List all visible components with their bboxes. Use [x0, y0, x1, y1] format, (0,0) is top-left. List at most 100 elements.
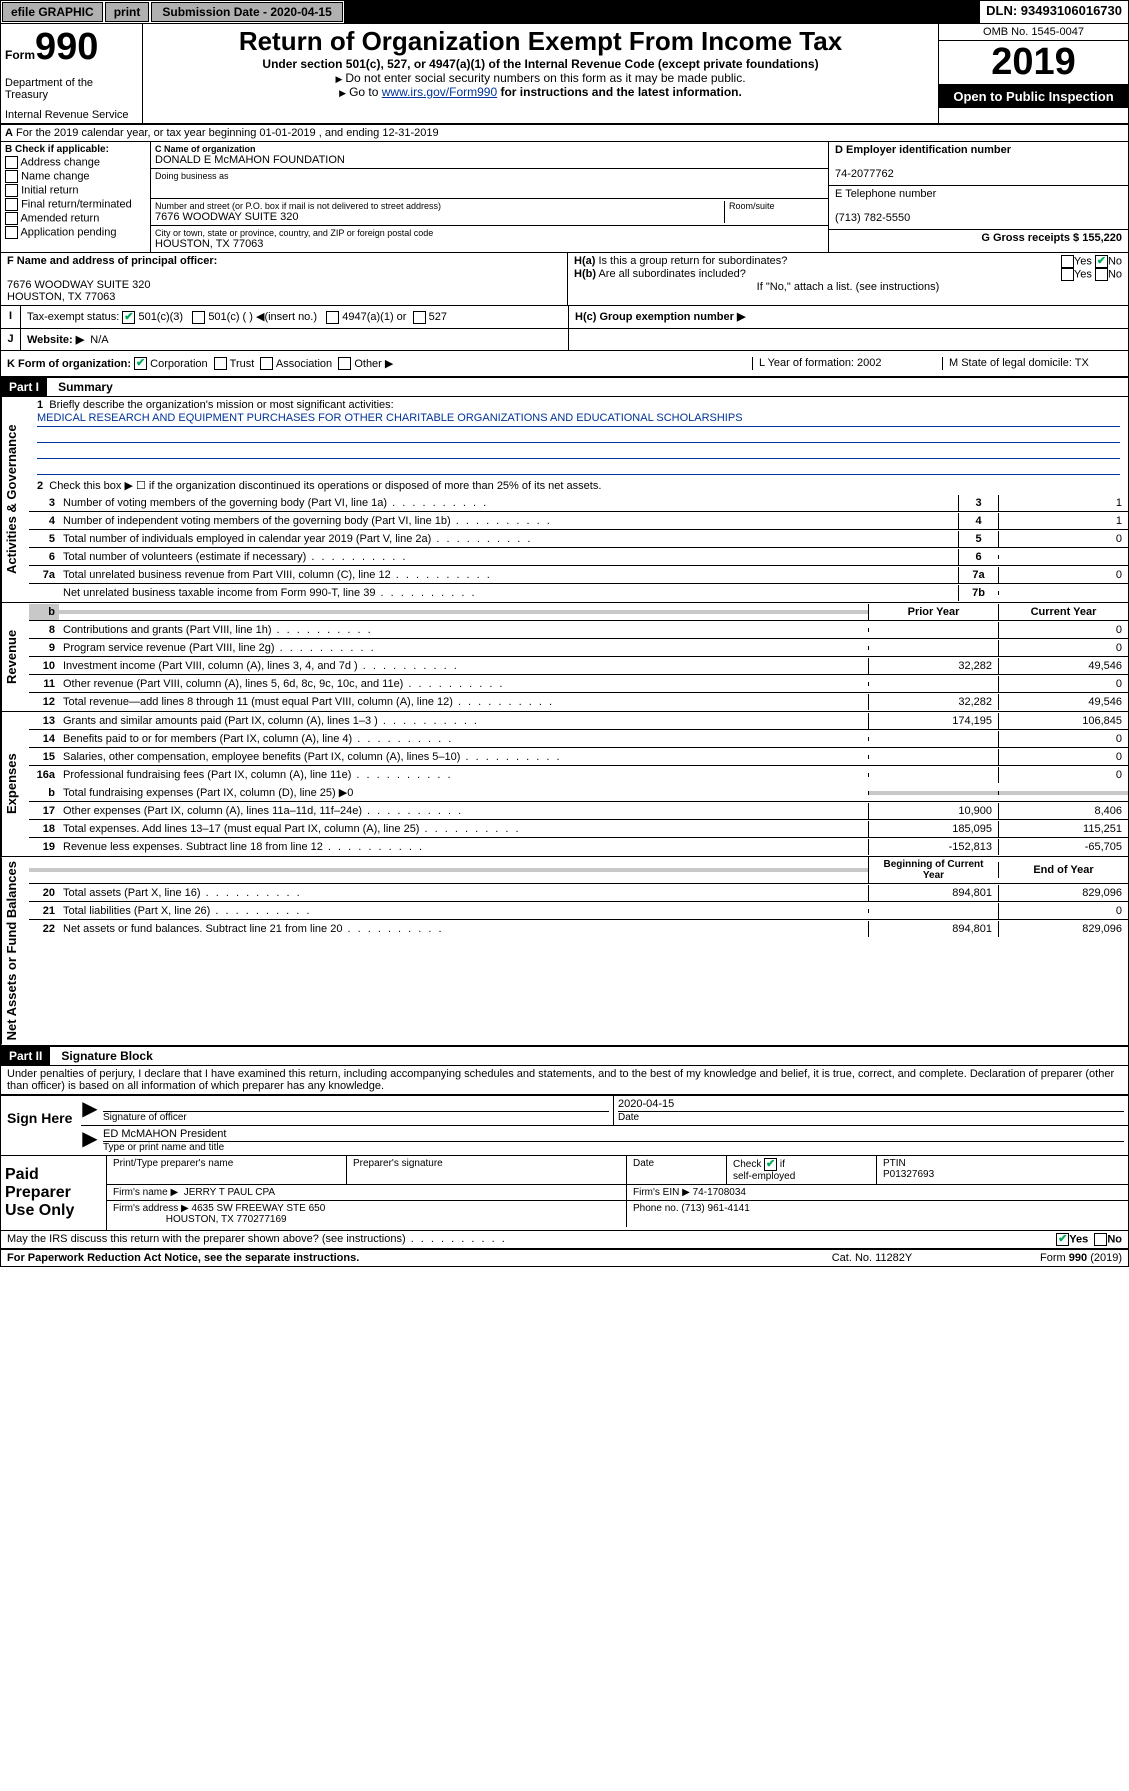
- org-form-row: K Form of organization: ✔ Corporation Tr…: [1, 351, 1128, 379]
- officer-name-value: ED McMAHON President: [103, 1128, 1124, 1142]
- prior-year-header: Prior Year: [868, 604, 998, 620]
- sign-here-label: Sign Here: [1, 1096, 81, 1155]
- officer-label: F Name and address of principal officer:: [7, 255, 217, 267]
- form-990-page: efile GRAPHIC print Submission Date - 20…: [0, 0, 1129, 1267]
- prep-date-label: Date: [627, 1156, 727, 1184]
- prep-selfemp: Check ✔ ifself-employed: [727, 1156, 877, 1184]
- goto-instruction: Go to www.irs.gov/Form990 for instructio…: [149, 85, 932, 99]
- website-row: J Website: ▶ N/A: [1, 329, 1128, 351]
- signature-block: Sign Here ▶ Signature of officer 2020-04…: [1, 1095, 1128, 1156]
- preparer-block: Paid Preparer Use Only Print/Type prepar…: [1, 1156, 1128, 1231]
- check-final-return[interactable]: Final return/terminated: [5, 198, 146, 211]
- omb-number: OMB No. 1545-0047: [939, 24, 1128, 41]
- room-label: Room/suite: [729, 201, 824, 211]
- summary-line: 9Program service revenue (Part VIII, lin…: [29, 639, 1128, 657]
- expenses-label: Expenses: [1, 712, 29, 856]
- firm-addr-label: Firm's address ▶: [113, 1203, 189, 1214]
- addr-value: 7676 WOODWAY SUITE 320: [155, 211, 724, 223]
- officer-addr2: HOUSTON, TX 77063: [7, 291, 115, 303]
- part2-header: Part II Signature Block: [1, 1047, 1128, 1066]
- summary-line: 8Contributions and grants (Part VIII, li…: [29, 621, 1128, 639]
- summary-line: 14Benefits paid to or for members (Part …: [29, 730, 1128, 748]
- summary-line: 20Total assets (Part X, line 16)894,8018…: [29, 884, 1128, 902]
- submission-date-label: Submission Date - 2020-04-15: [151, 2, 342, 22]
- ptin-label: PTIN: [883, 1158, 906, 1169]
- perjury-declaration: Under penalties of perjury, I declare th…: [1, 1066, 1128, 1095]
- netassets-label: Net Assets or Fund Balances: [1, 857, 29, 1044]
- line2-text: Check this box ▶ ☐ if the organization d…: [49, 480, 601, 492]
- firm-name-value: JERRY T PAUL CPA: [184, 1187, 275, 1198]
- prep-name-label: Print/Type preparer's name: [107, 1156, 347, 1184]
- summary-line: 13Grants and similar amounts paid (Part …: [29, 712, 1128, 730]
- phone-label: E Telephone number: [835, 188, 936, 200]
- tax-year: 2019: [939, 41, 1128, 85]
- sig-date-label: Date: [618, 1112, 1124, 1123]
- city-value: HOUSTON, TX 77063: [155, 238, 824, 250]
- summary-line: 12Total revenue—add lines 8 through 11 (…: [29, 693, 1128, 711]
- officer-name-label: Type or print name and title: [103, 1142, 1124, 1153]
- mission-label: Briefly describe the organization's miss…: [49, 399, 393, 411]
- form-number: Form990: [5, 26, 138, 69]
- irs-label: Internal Revenue Service: [5, 109, 138, 121]
- form-subtitle: Under section 501(c), 527, or 4947(a)(1)…: [149, 57, 932, 71]
- netassets-section: Net Assets or Fund Balances Beginning of…: [1, 857, 1128, 1046]
- discuss-question: May the IRS discuss this return with the…: [7, 1233, 1056, 1246]
- governance-section: Activities & Governance 1 Briefly descri…: [1, 397, 1128, 603]
- officer-addr1: 7676 WOODWAY SUITE 320: [7, 279, 150, 291]
- prep-sig-label: Preparer's signature: [347, 1156, 627, 1184]
- part1-header: Part I Summary: [1, 378, 1128, 397]
- expenses-section: Expenses 13Grants and similar amounts pa…: [1, 712, 1128, 857]
- check-address-change[interactable]: Address change: [5, 156, 146, 169]
- check-amended[interactable]: Amended return: [5, 212, 146, 225]
- gross-receipts: G Gross receipts $ 155,220: [981, 232, 1122, 244]
- form-header: Form990 Department of the Treasury Inter…: [1, 24, 1128, 125]
- summary-line: 19Revenue less expenses. Subtract line 1…: [29, 838, 1128, 856]
- firm-addr2: HOUSTON, TX 770277169: [166, 1214, 287, 1225]
- print-button[interactable]: print: [105, 2, 150, 22]
- toolbar-filler: [344, 1, 980, 23]
- org-name-label: C Name of organization: [155, 144, 824, 154]
- summary-line: 16aProfessional fundraising fees (Part I…: [29, 766, 1128, 784]
- phone-value: (713) 782-5550: [835, 212, 910, 224]
- end-year-header: End of Year: [998, 862, 1128, 878]
- summary-line: Net unrelated business taxable income fr…: [29, 584, 1128, 602]
- ha-label: H(a) Is this a group return for subordin…: [574, 255, 1061, 268]
- summary-line: 10Investment income (Part VIII, column (…: [29, 657, 1128, 675]
- form-title: Return of Organization Exempt From Incom…: [149, 26, 932, 57]
- check-app-pending[interactable]: Application pending: [5, 226, 146, 239]
- dba-label: Doing business as: [155, 171, 824, 181]
- city-label: City or town, state or province, country…: [155, 228, 824, 238]
- ein-value: 74-2077762: [835, 168, 894, 180]
- ein-label: D Employer identification number: [835, 144, 1011, 156]
- check-name-change[interactable]: Name change: [5, 170, 146, 183]
- firm-phone-value: (713) 961-4141: [681, 1203, 749, 1214]
- dln-label: DLN: 93493106016730: [980, 1, 1128, 23]
- summary-line: 15Salaries, other compensation, employee…: [29, 748, 1128, 766]
- summary-line: 22Net assets or fund balances. Subtract …: [29, 920, 1128, 938]
- state-domicile: M State of legal domicile: TX: [942, 357, 1122, 371]
- efile-button[interactable]: efile GRAPHIC: [2, 2, 103, 22]
- identity-block: B Check if applicable: Address change Na…: [1, 142, 1128, 253]
- sig-date-value: 2020-04-15: [618, 1098, 1124, 1112]
- summary-line: 21Total liabilities (Part X, line 26)0: [29, 902, 1128, 920]
- year-formation: L Year of formation: 2002: [752, 357, 942, 371]
- dept-label: Department of the Treasury: [5, 77, 138, 101]
- summary-line: 6Total number of volunteers (estimate if…: [29, 548, 1128, 566]
- check-initial-return[interactable]: Initial return: [5, 184, 146, 197]
- summary-line: 4Number of independent voting members of…: [29, 512, 1128, 530]
- h-attach-note: If "No," attach a list. (see instruction…: [574, 281, 1122, 293]
- line-16b: Total fundraising expenses (Part IX, col…: [59, 784, 868, 801]
- paid-preparer-label: Paid Preparer Use Only: [1, 1156, 106, 1230]
- summary-line: 7aTotal unrelated business revenue from …: [29, 566, 1128, 584]
- name-arrow-icon: ▶: [81, 1126, 99, 1155]
- summary-line: 5Total number of individuals employed in…: [29, 530, 1128, 548]
- hc-label: H(c) Group exemption number ▶: [568, 306, 1128, 328]
- addr-label: Number and street (or P.O. box if mail i…: [155, 201, 724, 211]
- hb-label: H(b) Are all subordinates included?: [574, 268, 1061, 281]
- tax-status-row: I Tax-exempt status: ✔ 501(c)(3) 501(c) …: [1, 306, 1128, 329]
- current-year-header: Current Year: [998, 604, 1128, 620]
- form990-link[interactable]: www.irs.gov/Form990: [382, 85, 497, 99]
- summary-line: 17Other expenses (Part IX, column (A), l…: [29, 802, 1128, 820]
- summary-line: 11Other revenue (Part VIII, column (A), …: [29, 675, 1128, 693]
- summary-line: 3Number of voting members of the governi…: [29, 494, 1128, 512]
